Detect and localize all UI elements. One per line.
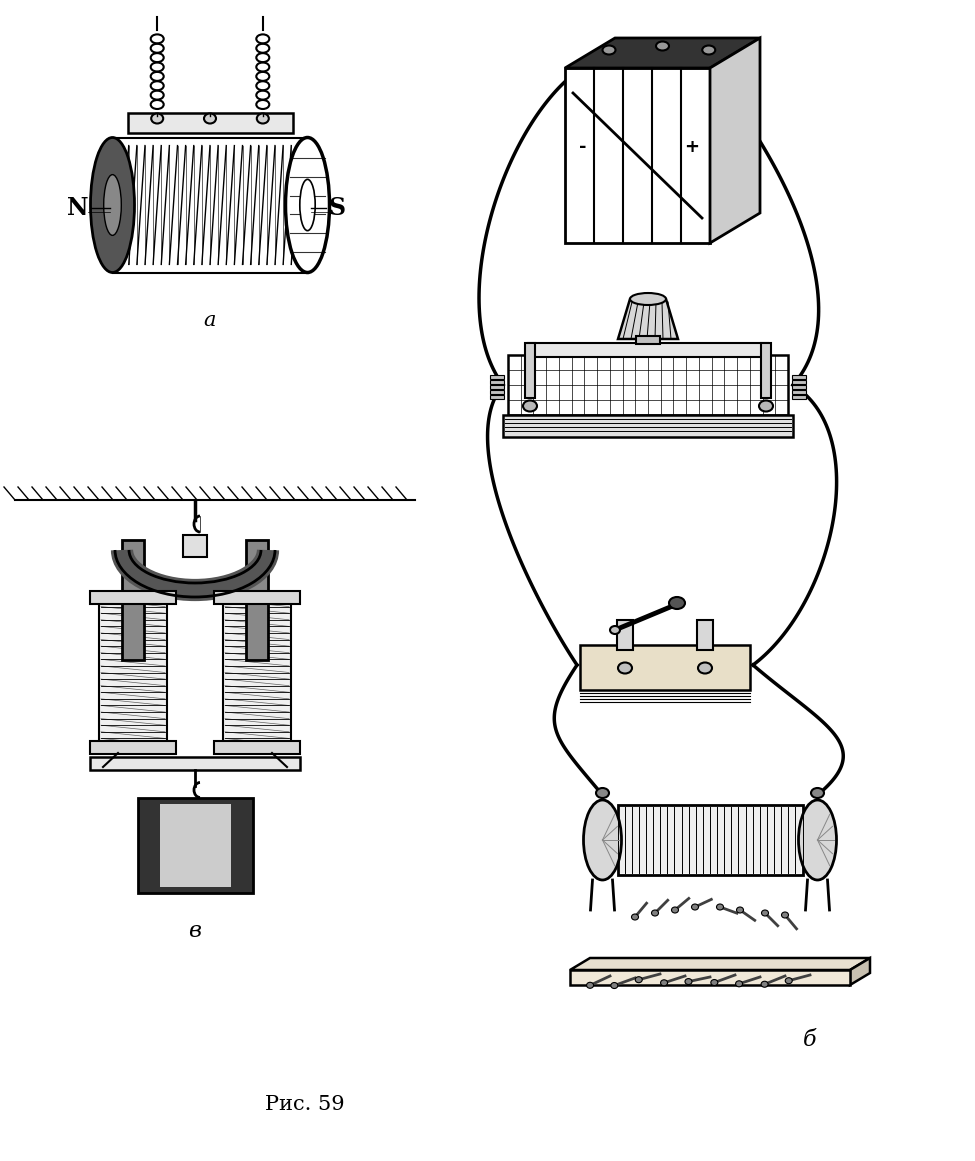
Ellipse shape [632, 914, 639, 920]
Text: a: a [204, 311, 216, 330]
Bar [490, 385, 504, 389]
Bar [128, 113, 292, 132]
Ellipse shape [785, 978, 793, 983]
Bar [792, 390, 806, 394]
Ellipse shape [761, 910, 768, 916]
Ellipse shape [299, 179, 315, 231]
Ellipse shape [656, 42, 669, 50]
Ellipse shape [610, 982, 618, 988]
Ellipse shape [596, 788, 609, 798]
Ellipse shape [587, 982, 594, 988]
Ellipse shape [669, 597, 685, 610]
Bar [490, 375, 504, 378]
Bar [90, 757, 300, 770]
Ellipse shape [618, 663, 632, 673]
Polygon shape [618, 300, 678, 339]
Ellipse shape [782, 913, 789, 918]
Polygon shape [565, 38, 760, 68]
Bar [90, 591, 176, 604]
Ellipse shape [103, 174, 121, 236]
Text: -: - [579, 138, 587, 156]
Polygon shape [710, 38, 760, 243]
Text: S: S [329, 196, 346, 219]
Bar [137, 798, 253, 893]
Bar [617, 620, 633, 650]
Text: в: в [188, 920, 202, 942]
Bar [214, 591, 300, 604]
Bar [565, 68, 710, 243]
Ellipse shape [286, 137, 330, 273]
Bar [792, 385, 806, 389]
Ellipse shape [691, 904, 698, 910]
Text: +: + [684, 138, 699, 156]
Ellipse shape [151, 114, 163, 123]
Bar [508, 355, 788, 414]
Bar [792, 380, 806, 384]
Bar [697, 620, 713, 650]
Ellipse shape [685, 979, 692, 985]
Text: Рис. 59: Рис. 59 [265, 1096, 345, 1115]
Ellipse shape [661, 980, 668, 986]
Bar [580, 646, 750, 690]
Bar [112, 137, 307, 273]
Text: N: N [66, 196, 89, 219]
Bar [99, 600, 167, 745]
Bar [636, 336, 660, 344]
Bar [490, 380, 504, 384]
Ellipse shape [735, 981, 743, 987]
Ellipse shape [711, 980, 718, 986]
Bar [122, 540, 144, 659]
Ellipse shape [603, 45, 615, 55]
Ellipse shape [759, 401, 773, 411]
Bar [792, 375, 806, 378]
Bar [90, 741, 176, 753]
Ellipse shape [698, 663, 712, 673]
Polygon shape [570, 958, 870, 969]
Ellipse shape [630, 293, 666, 305]
Ellipse shape [256, 114, 269, 123]
Bar [246, 540, 268, 659]
Ellipse shape [799, 800, 837, 880]
Polygon shape [850, 958, 870, 985]
Ellipse shape [672, 907, 679, 913]
Bar [223, 600, 291, 745]
Bar [160, 805, 230, 887]
Ellipse shape [717, 904, 723, 910]
Ellipse shape [736, 907, 744, 913]
Ellipse shape [204, 114, 216, 123]
Ellipse shape [636, 976, 643, 982]
Bar [525, 342, 535, 398]
Ellipse shape [523, 401, 537, 411]
Bar [792, 395, 806, 399]
Bar [490, 395, 504, 399]
Ellipse shape [91, 137, 135, 273]
Bar [617, 805, 802, 875]
Ellipse shape [610, 626, 620, 634]
Ellipse shape [651, 910, 658, 916]
Bar [183, 535, 207, 557]
Bar [761, 342, 771, 398]
Bar [214, 741, 300, 753]
Bar [490, 390, 504, 394]
Ellipse shape [811, 788, 824, 798]
Text: б: б [803, 1029, 817, 1051]
Bar [503, 414, 793, 437]
Ellipse shape [583, 800, 621, 880]
Polygon shape [570, 969, 850, 985]
Ellipse shape [702, 45, 716, 55]
Bar [619, 807, 800, 873]
Bar [528, 342, 768, 356]
Ellipse shape [761, 981, 768, 987]
